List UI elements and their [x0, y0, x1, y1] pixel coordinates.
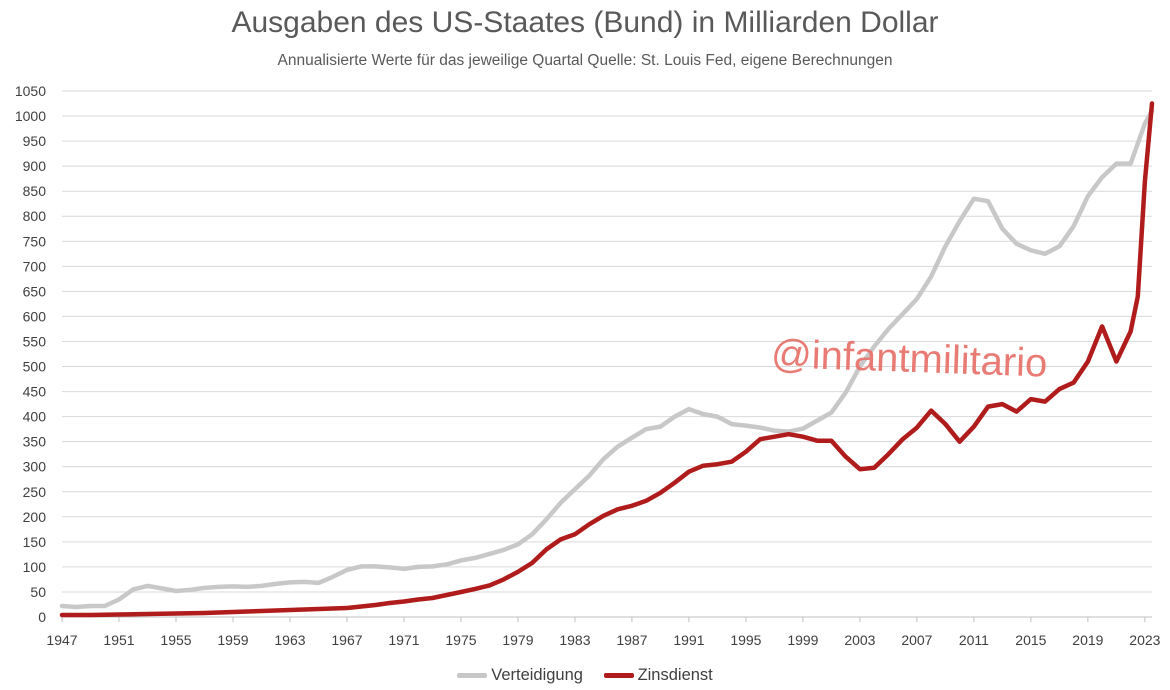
x-tick-label: 1983 — [559, 632, 590, 648]
legend-label-zinsdienst: Zinsdienst — [637, 666, 713, 684]
y-tick-label: 450 — [23, 384, 47, 400]
x-tick-label: 1999 — [787, 632, 818, 648]
y-tick-label: 400 — [23, 409, 47, 425]
x-axis-ticks: 1947 1951 1955 1959 1963 1967 1971 1975 1979 1983… — [46, 617, 1161, 648]
grid-lines — [62, 90, 1152, 618]
x-tick-label: 1987 — [616, 632, 647, 648]
x-tick-label: 1959 — [217, 632, 248, 648]
y-tick-label: 900 — [23, 158, 47, 174]
x-tick-label: 1971 — [388, 632, 419, 648]
x-tick-label: 1955 — [160, 632, 191, 648]
chart-subtitle: Annualisierte Werte für das jeweilige Qu… — [277, 52, 893, 69]
y-tick-label: 200 — [23, 509, 47, 525]
x-tick-label: 2007 — [901, 632, 932, 648]
y-tick-label: 500 — [23, 359, 47, 375]
watermark-annotation: @infantmilitario — [770, 332, 1049, 386]
x-tick-label: 2023 — [1129, 632, 1160, 648]
y-tick-label: 700 — [23, 258, 47, 274]
y-tick-label: 1000 — [15, 108, 46, 124]
y-tick-label: 650 — [23, 283, 47, 299]
chart-legend: Verteidigung Zinsdienst — [0, 664, 1170, 685]
y-tick-label: 750 — [23, 233, 47, 249]
legend-item-zinsdienst: Zinsdienst — [603, 666, 713, 685]
x-tick-label: 2015 — [1015, 632, 1046, 648]
y-tick-label: 1050 — [15, 83, 46, 99]
y-tick-label: 100 — [23, 559, 47, 575]
x-tick-label: 1975 — [445, 632, 476, 648]
y-tick-label: 600 — [23, 308, 47, 324]
y-tick-label: 0 — [38, 609, 46, 625]
y-tick-label: 250 — [23, 484, 47, 500]
x-tick-label: 2011 — [959, 632, 989, 648]
y-tick-label: 50 — [30, 584, 46, 600]
y-tick-label: 950 — [23, 133, 47, 149]
legend-swatch-zinsdienst — [603, 673, 634, 678]
y-tick-label: 350 — [23, 434, 47, 450]
y-tick-label: 150 — [23, 534, 47, 550]
x-tick-label: 1979 — [502, 632, 533, 648]
series-lines — [59, 101, 1155, 618]
y-tick-label: 300 — [23, 459, 47, 475]
x-tick-label: 1995 — [730, 632, 761, 648]
y-tick-label: 800 — [23, 208, 47, 224]
y-tick-label: 850 — [23, 183, 47, 199]
series-line-zinsdienst — [59, 101, 1155, 618]
legend-swatch-verteidigung — [457, 673, 488, 678]
x-tick-label: 1947 — [46, 632, 77, 648]
x-tick-label: 2003 — [844, 632, 875, 648]
series-line-verteidigung — [59, 108, 1155, 610]
legend-label-verteidigung: Verteidigung — [491, 666, 583, 684]
x-tick-label: 1967 — [331, 632, 362, 648]
chart-title: Ausgaben des US-Staates (Bund) in Millia… — [231, 6, 939, 39]
line-chart: 0 50 100 150 200 250 300 350 400 450 500 550 600 650 7… — [15, 83, 1161, 648]
x-tick-label: 2019 — [1072, 632, 1103, 648]
y-axis-ticks: 0 50 100 150 200 250 300 350 400 450 500 550 600 650 7… — [15, 83, 46, 625]
x-tick-label: 1991 — [673, 632, 704, 648]
x-tick-label: 1963 — [274, 632, 305, 648]
x-tick-label: 1951 — [103, 632, 134, 648]
legend-item-verteidigung: Verteidigung — [457, 666, 583, 685]
y-tick-label: 550 — [23, 333, 47, 349]
